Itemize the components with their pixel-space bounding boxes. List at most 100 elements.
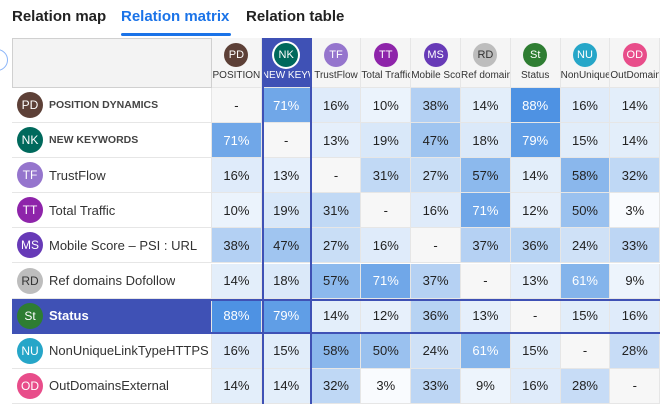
tab-relation-matrix[interactable]: Relation matrix — [121, 8, 230, 25]
matrix-cell[interactable]: 33% — [411, 368, 461, 404]
column-header-ref-domains-dofollow[interactable]: RD Ref domains — [461, 38, 511, 88]
matrix-cell[interactable]: 61% — [560, 263, 611, 299]
column-header-mobile-score-psi-url[interactable]: MS Mobile Score — [411, 38, 461, 88]
matrix-cell[interactable]: 14% — [261, 368, 312, 404]
matrix-cell[interactable]: 13% — [461, 298, 511, 334]
row-header-new-keywords[interactable]: NK NEW KEYWORDS — [12, 123, 212, 159]
matrix-cell[interactable]: 14% — [610, 88, 660, 124]
matrix-cell[interactable]: 31% — [311, 193, 362, 229]
row-header-trustflow[interactable]: TF TrustFlow — [12, 158, 212, 194]
matrix-cell[interactable]: 16% — [361, 228, 412, 264]
matrix-cell[interactable]: - — [212, 88, 262, 124]
matrix-cell[interactable]: 36% — [411, 298, 461, 334]
tab-relation-table[interactable]: Relation table — [246, 8, 345, 25]
column-header-status[interactable]: St Status — [510, 38, 561, 88]
matrix-cell[interactable]: 15% — [261, 333, 312, 369]
matrix-cell[interactable]: 33% — [610, 228, 660, 264]
matrix-cell[interactable]: 27% — [311, 228, 362, 264]
row-header-ref-domains-dofollow[interactable]: RD Ref domains Dofollow — [12, 263, 212, 299]
matrix-cell[interactable]: - — [361, 193, 412, 229]
matrix-cell[interactable]: 28% — [610, 333, 660, 369]
matrix-cell[interactable]: 19% — [361, 123, 412, 159]
matrix-cell[interactable]: 71% — [461, 193, 511, 229]
row-header-position-dynamics[interactable]: PD POSITION DYNAMICS — [12, 88, 212, 124]
matrix-cell[interactable]: 71% — [212, 123, 262, 159]
matrix-cell[interactable]: 18% — [461, 123, 511, 159]
row-header-status[interactable]: St Status — [12, 298, 212, 334]
row-header-nonuniquelinktypehttps[interactable]: NU NonUniqueLinkTypeHTTPS — [12, 333, 212, 369]
matrix-cell[interactable]: 27% — [411, 158, 461, 194]
row-header-outdomainsexternal[interactable]: OD OutDomainsExternal — [12, 368, 212, 404]
matrix-cell[interactable]: 47% — [411, 123, 461, 159]
matrix-cell[interactable]: 38% — [212, 228, 262, 264]
row-header-total-traffic[interactable]: TT Total Traffic — [12, 193, 212, 229]
scroll-left-button[interactable] — [0, 49, 8, 71]
matrix-cell[interactable]: 14% — [461, 88, 511, 124]
matrix-cell[interactable]: - — [560, 333, 611, 369]
matrix-cell[interactable]: 14% — [212, 368, 262, 404]
matrix-cell[interactable]: - — [261, 123, 312, 159]
column-header-position-dynamics[interactable]: PD POSITION — [212, 38, 262, 88]
matrix-cell[interactable]: 16% — [212, 158, 262, 194]
matrix-cell[interactable]: 18% — [261, 263, 312, 299]
matrix-cell[interactable]: 37% — [411, 263, 461, 299]
matrix-cell[interactable]: 58% — [311, 333, 362, 369]
matrix-cell[interactable]: 57% — [311, 263, 362, 299]
matrix-cell[interactable]: 24% — [411, 333, 461, 369]
column-header-trustflow[interactable]: TF TrustFlow — [311, 38, 362, 88]
matrix-cell[interactable]: 16% — [311, 88, 362, 124]
matrix-cell[interactable]: 15% — [560, 298, 611, 334]
matrix-cell[interactable]: 3% — [610, 193, 660, 229]
matrix-cell[interactable]: 31% — [361, 158, 412, 194]
matrix-cell[interactable]: 71% — [261, 88, 312, 124]
matrix-cell[interactable]: 57% — [461, 158, 511, 194]
matrix-cell[interactable]: 79% — [261, 298, 312, 334]
matrix-cell[interactable]: 14% — [212, 263, 262, 299]
matrix-cell[interactable]: - — [610, 368, 660, 404]
row-header-mobile-score-psi-url[interactable]: MS Mobile Score – PSI : URL — [12, 228, 212, 264]
matrix-cell[interactable]: - — [461, 263, 511, 299]
matrix-cell[interactable]: 71% — [361, 263, 412, 299]
matrix-cell[interactable]: 12% — [510, 193, 561, 229]
matrix-cell[interactable]: 10% — [361, 88, 412, 124]
matrix-cell[interactable]: 13% — [510, 263, 561, 299]
matrix-cell[interactable]: 10% — [212, 193, 262, 229]
matrix-cell[interactable]: 36% — [510, 228, 561, 264]
matrix-cell[interactable]: 9% — [610, 263, 660, 299]
matrix-cell[interactable]: - — [411, 228, 461, 264]
matrix-cell[interactable]: 15% — [510, 333, 561, 369]
matrix-cell[interactable]: 16% — [510, 368, 561, 404]
matrix-cell[interactable]: 16% — [212, 333, 262, 369]
matrix-cell[interactable]: 61% — [461, 333, 511, 369]
matrix-cell[interactable]: 88% — [212, 298, 262, 334]
matrix-cell[interactable]: 47% — [261, 228, 312, 264]
matrix-cell[interactable]: 50% — [560, 193, 611, 229]
matrix-cell[interactable]: 37% — [461, 228, 511, 264]
matrix-cell[interactable]: 16% — [610, 298, 660, 334]
column-header-nonuniquelinktypehttps[interactable]: NU NonUnique — [560, 38, 611, 88]
matrix-cell[interactable]: 32% — [610, 158, 660, 194]
matrix-cell[interactable]: 16% — [411, 193, 461, 229]
matrix-cell[interactable]: 13% — [261, 158, 312, 194]
matrix-cell[interactable]: 14% — [610, 123, 660, 159]
matrix-cell[interactable]: 50% — [361, 333, 412, 369]
matrix-cell[interactable]: 14% — [311, 298, 362, 334]
matrix-cell[interactable]: 28% — [560, 368, 611, 404]
matrix-cell[interactable]: 24% — [560, 228, 611, 264]
matrix-cell[interactable]: 13% — [311, 123, 362, 159]
tab-relation-map[interactable]: Relation map — [12, 8, 107, 25]
matrix-cell[interactable]: 14% — [510, 158, 561, 194]
matrix-cell[interactable]: 15% — [560, 123, 611, 159]
matrix-cell[interactable]: 38% — [411, 88, 461, 124]
matrix-cell[interactable]: - — [510, 298, 561, 334]
matrix-cell[interactable]: 32% — [311, 368, 362, 404]
column-header-new-keywords[interactable]: NK NEW KEYW — [261, 38, 312, 88]
column-header-outdomainsexternal[interactable]: OD OutDomains — [610, 38, 660, 88]
matrix-cell[interactable]: 16% — [560, 88, 611, 124]
matrix-cell[interactable]: 79% — [510, 123, 561, 159]
matrix-cell[interactable]: 9% — [461, 368, 511, 404]
matrix-cell[interactable]: 58% — [560, 158, 611, 194]
matrix-cell[interactable]: 88% — [510, 88, 561, 124]
matrix-cell[interactable]: 3% — [361, 368, 412, 404]
matrix-cell[interactable]: - — [311, 158, 362, 194]
